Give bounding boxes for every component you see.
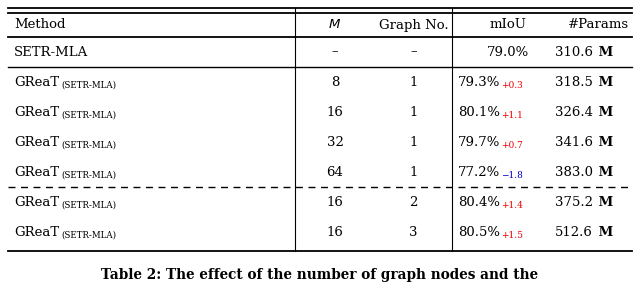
Text: M: M — [593, 226, 612, 239]
Text: +1.1: +1.1 — [502, 111, 524, 120]
Text: –: – — [332, 45, 339, 58]
Text: 3: 3 — [409, 226, 418, 239]
Text: GReaT: GReaT — [14, 75, 59, 88]
Text: (SETR-MLA): (SETR-MLA) — [61, 200, 116, 210]
Text: (SETR-MLA): (SETR-MLA) — [61, 111, 116, 120]
Text: (SETR-MLA): (SETR-MLA) — [61, 230, 116, 239]
Text: Method: Method — [14, 19, 65, 31]
Text: 16: 16 — [326, 196, 344, 208]
Text: 318.5: 318.5 — [555, 75, 593, 88]
Text: +0.3: +0.3 — [502, 81, 524, 90]
Text: M: M — [593, 45, 612, 58]
Text: #Params: #Params — [568, 19, 629, 31]
Text: 80.1%: 80.1% — [458, 106, 500, 118]
Text: Table 2: The effect of the number of graph nodes and the: Table 2: The effect of the number of gra… — [101, 268, 539, 282]
Text: mIoU: mIoU — [490, 19, 527, 31]
Text: 512.6: 512.6 — [555, 226, 593, 239]
Text: 383.0: 383.0 — [554, 166, 593, 178]
Text: 341.6: 341.6 — [554, 136, 593, 148]
Text: (SETR-MLA): (SETR-MLA) — [61, 81, 116, 90]
Text: 79.7%: 79.7% — [458, 136, 500, 148]
Text: 2: 2 — [410, 196, 418, 208]
Text: 375.2: 375.2 — [554, 196, 593, 208]
Text: −1.8: −1.8 — [502, 171, 524, 180]
Text: 79.0%: 79.0% — [488, 45, 530, 58]
Text: –: – — [410, 45, 417, 58]
Text: 79.3%: 79.3% — [458, 75, 500, 88]
Text: 8: 8 — [331, 75, 339, 88]
Text: GReaT: GReaT — [14, 166, 59, 178]
Text: $M$: $M$ — [328, 19, 342, 31]
Text: M: M — [593, 196, 612, 208]
Text: M: M — [593, 166, 612, 178]
Text: (SETR-MLA): (SETR-MLA) — [61, 141, 116, 150]
Text: GReaT: GReaT — [14, 106, 59, 118]
Text: M: M — [593, 75, 612, 88]
Text: 77.2%: 77.2% — [458, 166, 500, 178]
Text: 1: 1 — [410, 75, 418, 88]
Text: 16: 16 — [326, 226, 344, 239]
Text: 16: 16 — [326, 106, 344, 118]
Text: +1.5: +1.5 — [502, 230, 524, 239]
Text: SETR-MLA: SETR-MLA — [14, 45, 88, 58]
Text: 80.5%: 80.5% — [458, 226, 500, 239]
Text: M: M — [593, 136, 612, 148]
Text: 326.4: 326.4 — [554, 106, 593, 118]
Text: (SETR-MLA): (SETR-MLA) — [61, 171, 116, 180]
Text: 32: 32 — [326, 136, 344, 148]
Text: +0.7: +0.7 — [502, 141, 524, 150]
Text: Graph No.: Graph No. — [379, 19, 448, 31]
Text: M: M — [593, 106, 612, 118]
Text: 64: 64 — [326, 166, 344, 178]
Text: 80.4%: 80.4% — [458, 196, 500, 208]
Text: GReaT: GReaT — [14, 136, 59, 148]
Text: GReaT: GReaT — [14, 226, 59, 239]
Text: 310.6: 310.6 — [554, 45, 593, 58]
Text: +1.4: +1.4 — [502, 200, 524, 210]
Text: 1: 1 — [410, 136, 418, 148]
Text: 1: 1 — [410, 106, 418, 118]
Text: 1: 1 — [410, 166, 418, 178]
Text: GReaT: GReaT — [14, 196, 59, 208]
